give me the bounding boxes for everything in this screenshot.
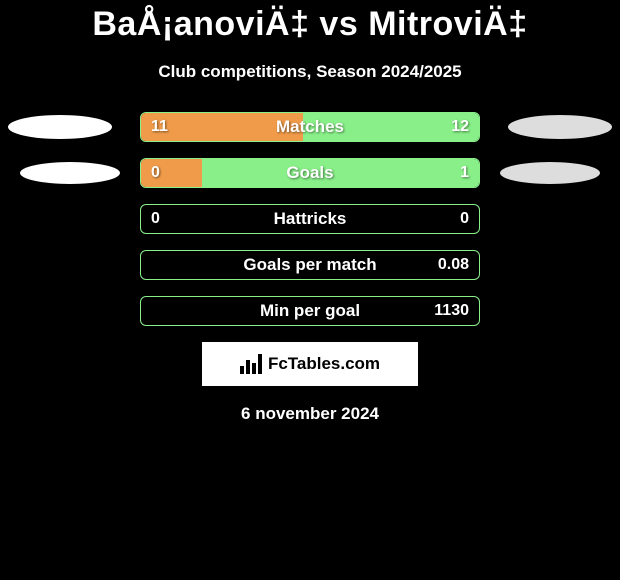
stat-row: Matches11 12: [0, 112, 620, 142]
stat-bar: Matches11 12: [140, 112, 480, 142]
stat-value-right: 12: [451, 113, 469, 141]
stat-row: Goals0 1: [0, 158, 620, 188]
stat-value-right: 1130: [434, 297, 469, 325]
stat-label: Matches: [141, 113, 479, 141]
stat-value-left: 0: [151, 205, 160, 233]
stat-value-right: 1: [460, 159, 469, 187]
stat-row: Goals per match0.08: [0, 250, 620, 280]
stat-value-left: 11: [151, 113, 168, 141]
player-ellipse-right: [508, 115, 612, 139]
logo-text: FcTables.com: [268, 354, 380, 374]
stat-label: Goals: [141, 159, 479, 187]
player-ellipse-left: [8, 115, 112, 139]
player-ellipse-left: [20, 162, 120, 184]
stat-row: Hattricks0 0: [0, 204, 620, 234]
stat-label: Goals per match: [141, 251, 479, 279]
stat-value-right: 0.08: [438, 251, 469, 279]
stat-label: Min per goal: [141, 297, 479, 325]
stat-label: Hattricks: [141, 205, 479, 233]
footer-date: 6 november 2024: [0, 404, 620, 424]
player-ellipse-right: [500, 162, 600, 184]
page-subtitle: Club competitions, Season 2024/2025: [0, 62, 620, 82]
stat-value-right: 0: [460, 205, 469, 233]
stat-bar: Min per goal1130: [140, 296, 480, 326]
stat-bar: Hattricks0 0: [140, 204, 480, 234]
stat-bar: Goals0 1: [140, 158, 480, 188]
bars-icon: [240, 354, 262, 374]
page-title: BaÅ¡anoviÄ‡ vs MitroviÄ‡: [0, 0, 620, 44]
stat-value-left: 0: [151, 159, 160, 187]
stat-row: Min per goal1130: [0, 296, 620, 326]
stats-bars: Matches1112Goals01Hattricks00Goals per m…: [0, 112, 620, 326]
logo-badge[interactable]: FcTables.com: [202, 342, 418, 386]
stat-bar: Goals per match0.08: [140, 250, 480, 280]
